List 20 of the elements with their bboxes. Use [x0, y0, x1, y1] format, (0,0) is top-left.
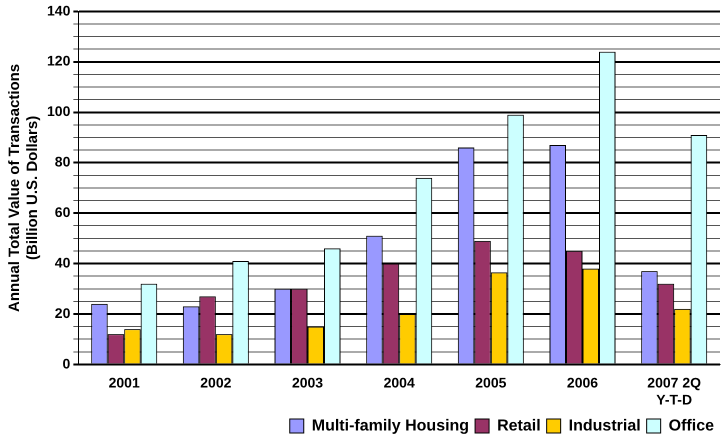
x-tick-label: 2007 2Q Y-T-D	[647, 374, 702, 408]
x-tick-label: 2005	[475, 374, 507, 391]
y-tick-label: 0	[62, 355, 71, 372]
y-axis-title: Annual Total Value of Transactions (Billion U.S. Dollars)	[6, 64, 42, 312]
legend-label: Industrial	[568, 417, 641, 434]
x-tick-label: 2006	[566, 374, 598, 391]
y-tick-label: 140	[47, 2, 71, 18]
x-tick-label: 2001	[108, 374, 140, 391]
y-tick-label: 100	[47, 103, 71, 120]
y-tick-label: 40	[54, 254, 71, 270]
y-tick-label: 60	[54, 204, 71, 220]
legend-label: Retail	[497, 417, 541, 434]
legend-label: Office	[668, 417, 714, 434]
x-tick-label: 2003	[292, 374, 324, 391]
y-tick-label: 120	[47, 52, 71, 69]
x-tick-label: 2002	[200, 374, 232, 391]
legend-label: Multi-family Housing	[312, 417, 470, 434]
y-tick-label: 80	[54, 154, 71, 170]
y-tick-label: 20	[54, 304, 71, 321]
x-tick-label: 2004	[384, 374, 415, 391]
